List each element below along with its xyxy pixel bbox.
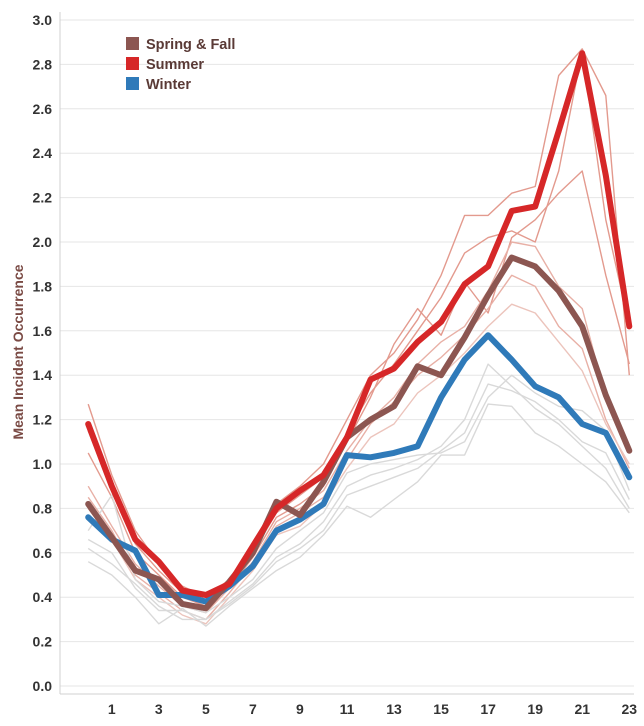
y-tick-label: 0.6 [33,545,53,561]
y-tick-label: 1.6 [33,323,53,339]
x-tick-label: 7 [249,701,257,717]
y-tick-label: 0.8 [33,500,53,516]
background-series-line [87,48,630,598]
x-tick-label: 19 [527,701,543,717]
legend-label: Spring & Fall [146,37,235,53]
x-tick-label: 21 [574,701,590,717]
x-tick-label: 15 [433,701,449,717]
x-tick-label: 9 [296,701,304,717]
legend-swatch [126,37,139,50]
background-series-line [87,274,630,621]
y-tick-label: 1.0 [33,456,53,472]
y-tick-label: 3.0 [33,12,53,28]
legend: Spring & Fall Summer Winter [126,37,235,93]
legend-swatch [126,77,139,90]
x-tick-label: 3 [155,701,163,717]
y-tick-label: 2.6 [33,101,53,117]
series-line-spring-fall [85,254,633,612]
x-tick-label: 1 [108,701,116,717]
x-tick-label: 11 [340,701,355,717]
background-lines [87,48,630,627]
series-line-winter [85,332,633,605]
background-series-line [87,50,630,601]
y-tick-label: 1.4 [33,367,53,383]
y-axis-title: Mean Incident Occurrence [10,264,26,439]
legend-label: Winter [146,77,191,93]
x-tick-label: 13 [386,701,402,717]
background-series-line [87,170,630,607]
background-series-line [87,374,630,614]
x-tick-labels: 1 3 5 7 9 11 13 15 17 19 21 23 [108,701,637,717]
y-tick-label: 0.0 [33,678,53,694]
y-tick-label: 2.4 [33,145,53,161]
x-tick-label: 17 [480,701,496,717]
series-line-summer [85,50,633,598]
y-tick-label: 2.8 [33,56,53,72]
y-tick-label: 1.2 [33,412,53,428]
y-tick-label: 2.0 [33,234,53,250]
y-tick-labels: 0.0 0.2 0.4 0.6 0.8 1.0 1.2 1.4 1.6 1.8 2.0 2.2 2.4 2… [33,12,53,694]
background-series-line [87,383,630,621]
background-series-line [87,403,630,627]
x-tick-label: 5 [202,701,210,717]
y-tick-label: 0.2 [33,634,53,650]
background-series-line [87,303,630,625]
y-tick-label: 2.2 [33,190,53,206]
gridlines [60,19,634,687]
y-tick-label: 1.8 [33,278,53,294]
legend-label: Summer [146,57,204,73]
legend-swatch [126,57,139,70]
x-tick-label: 23 [622,701,638,717]
y-tick-label: 0.4 [33,589,53,605]
series-lines [85,50,633,612]
